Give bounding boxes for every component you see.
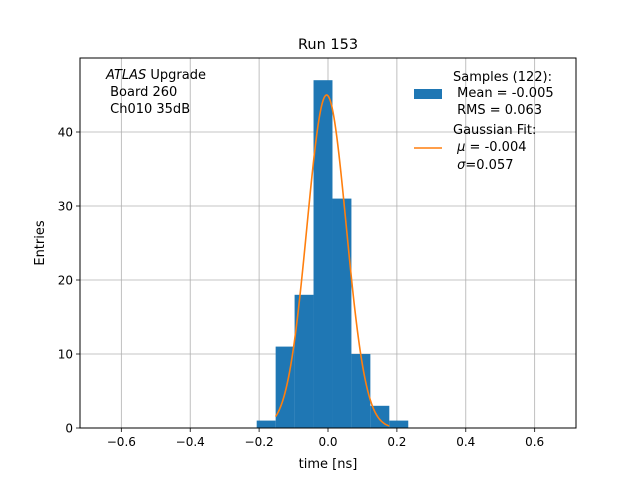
x-axis-ticks: −0.6 −0.4 −0.2 0.0 0.2 0.4 0.6 [107, 428, 544, 449]
x-tick-label: −0.6 [107, 435, 136, 449]
y-axis-label: Entries [33, 220, 48, 266]
legend-histogram-swatch [414, 89, 442, 99]
legend-mu-symbol: μ [456, 140, 465, 155]
x-tick-label: 0.6 [525, 435, 544, 449]
annotation-line-1: ATLAS Upgrade [105, 68, 206, 83]
histogram-bar [313, 80, 333, 428]
annotation-line-3: Ch010 35dB [106, 102, 190, 117]
annotation-atlas: ATLAS [105, 68, 146, 83]
y-tick-label: 20 [58, 274, 73, 288]
legend: Samples (122): Mean = -0.005 RMS = 0.063… [414, 70, 554, 173]
y-tick-label: 30 [58, 200, 73, 214]
legend-fit-line-1: Gaussian Fit: [453, 123, 536, 138]
y-tick-label: 10 [58, 348, 73, 362]
annotation-line-2: Board 260 [106, 85, 177, 100]
histogram-bar [294, 294, 314, 428]
legend-fit-line-3: σ=0.057 [453, 158, 514, 173]
annotation-upgrade: Upgrade [146, 68, 206, 83]
legend-hist-line-3: RMS = 0.063 [453, 103, 542, 118]
legend-sigma-value: =0.057 [465, 158, 513, 173]
histogram-bar [256, 420, 276, 428]
y-tick-label: 40 [58, 126, 73, 140]
x-tick-label: 0.0 [318, 435, 337, 449]
histogram-bar [389, 420, 409, 428]
histogram-bar [351, 354, 371, 428]
legend-hist-line-2: Mean = -0.005 [453, 86, 554, 101]
gaussian-fit-curve [274, 94, 390, 427]
chart-title: Run 153 [298, 37, 358, 53]
x-tick-label: 0.2 [387, 435, 406, 449]
atlas-annotation: ATLAS Upgrade Board 260 Ch010 35dB [105, 68, 206, 117]
x-axis-label: time [ns] [299, 457, 358, 472]
legend-hist-line-1: Samples (122): [453, 70, 552, 85]
histogram-bar [332, 198, 352, 428]
legend-mu-value: = -0.004 [465, 140, 526, 155]
x-tick-label: −0.2 [245, 435, 274, 449]
y-tick-label: 0 [65, 422, 73, 436]
x-tick-label: 0.4 [456, 435, 475, 449]
x-tick-label: −0.4 [176, 435, 205, 449]
y-axis-ticks: 0 10 20 30 40 [58, 126, 80, 436]
legend-sigma-symbol: σ [457, 158, 466, 173]
legend-fit-line-2: μ = -0.004 [453, 140, 527, 155]
